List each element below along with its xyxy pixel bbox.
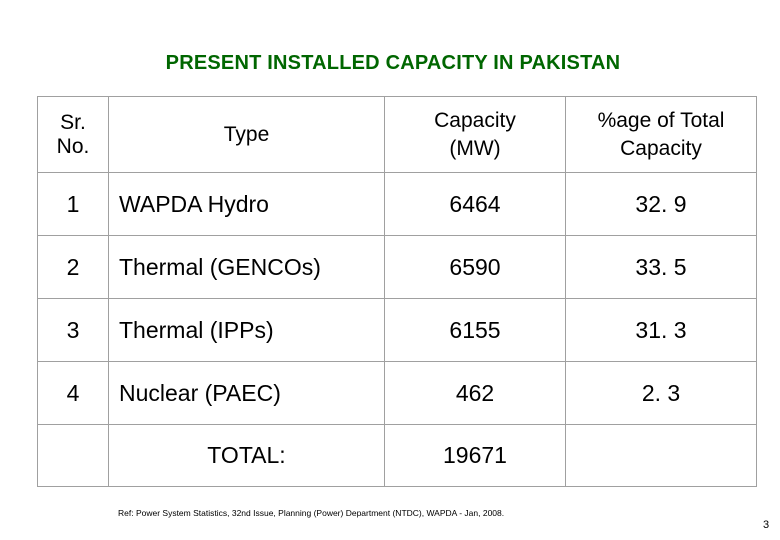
table-header-row: Sr. No. Type Capacity (MW) %age of Total… [37,96,757,173]
cell-capacity: 6464 [384,172,566,236]
page-title: PRESENT INSTALLED CAPACITY IN PAKISTAN [0,52,780,75]
page-number: 3 [763,519,770,531]
header-capacity-line1: Capacity [434,108,516,132]
header-pct-line2: Capacity [620,136,702,160]
table-row: 1 WAPDA Hydro 6464 32. 9 [37,172,757,236]
cell-capacity: 6590 [384,235,566,299]
cell-percentage: 31. 3 [565,298,757,362]
cell-percentage: 2. 3 [565,361,757,425]
cell-sr: 1 [37,172,109,236]
header-capacity: Capacity (MW) [384,96,566,173]
header-percentage: %age of Total Capacity [565,96,757,173]
reference-note: Ref: Power System Statistics, 32nd Issue… [118,508,505,518]
total-label: TOTAL: [108,424,385,487]
page-title-text: PRESENT INSTALLED CAPACITY IN PAKISTAN [165,52,621,74]
cell-sr: 2 [37,235,109,299]
header-type-label: Type [223,122,270,146]
total-sr-empty [37,424,109,487]
header-capacity-line2: (MW) [449,136,501,160]
header-sr-no: Sr. No. [37,96,109,173]
table-row: 4 Nuclear (PAEC) 462 2. 3 [37,361,757,425]
cell-type: Thermal (GENCOs) [108,235,385,299]
cell-type: WAPDA Hydro [108,172,385,236]
cell-sr: 3 [37,298,109,362]
total-capacity: 19671 [384,424,566,487]
header-sr-line2: No. [56,134,90,158]
cell-percentage: 32. 9 [565,172,757,236]
cell-type: Nuclear (PAEC) [108,361,385,425]
cell-capacity: 462 [384,361,566,425]
cell-percentage: 33. 5 [565,235,757,299]
header-type: Type [108,96,385,173]
cell-capacity: 6155 [384,298,566,362]
header-pct-line1: %age of Total [597,108,725,132]
cell-sr: 4 [37,361,109,425]
header-sr-line1: Sr. [60,110,86,134]
table-row: 2 Thermal (GENCOs) 6590 33. 5 [37,235,757,299]
total-row: TOTAL: 19671 [37,424,757,487]
table-row: 3 Thermal (IPPs) 6155 31. 3 [37,298,757,362]
capacity-table: Sr. No. Type Capacity (MW) %age of Total… [37,96,757,487]
cell-type: Thermal (IPPs) [108,298,385,362]
total-pct-empty [565,424,757,487]
